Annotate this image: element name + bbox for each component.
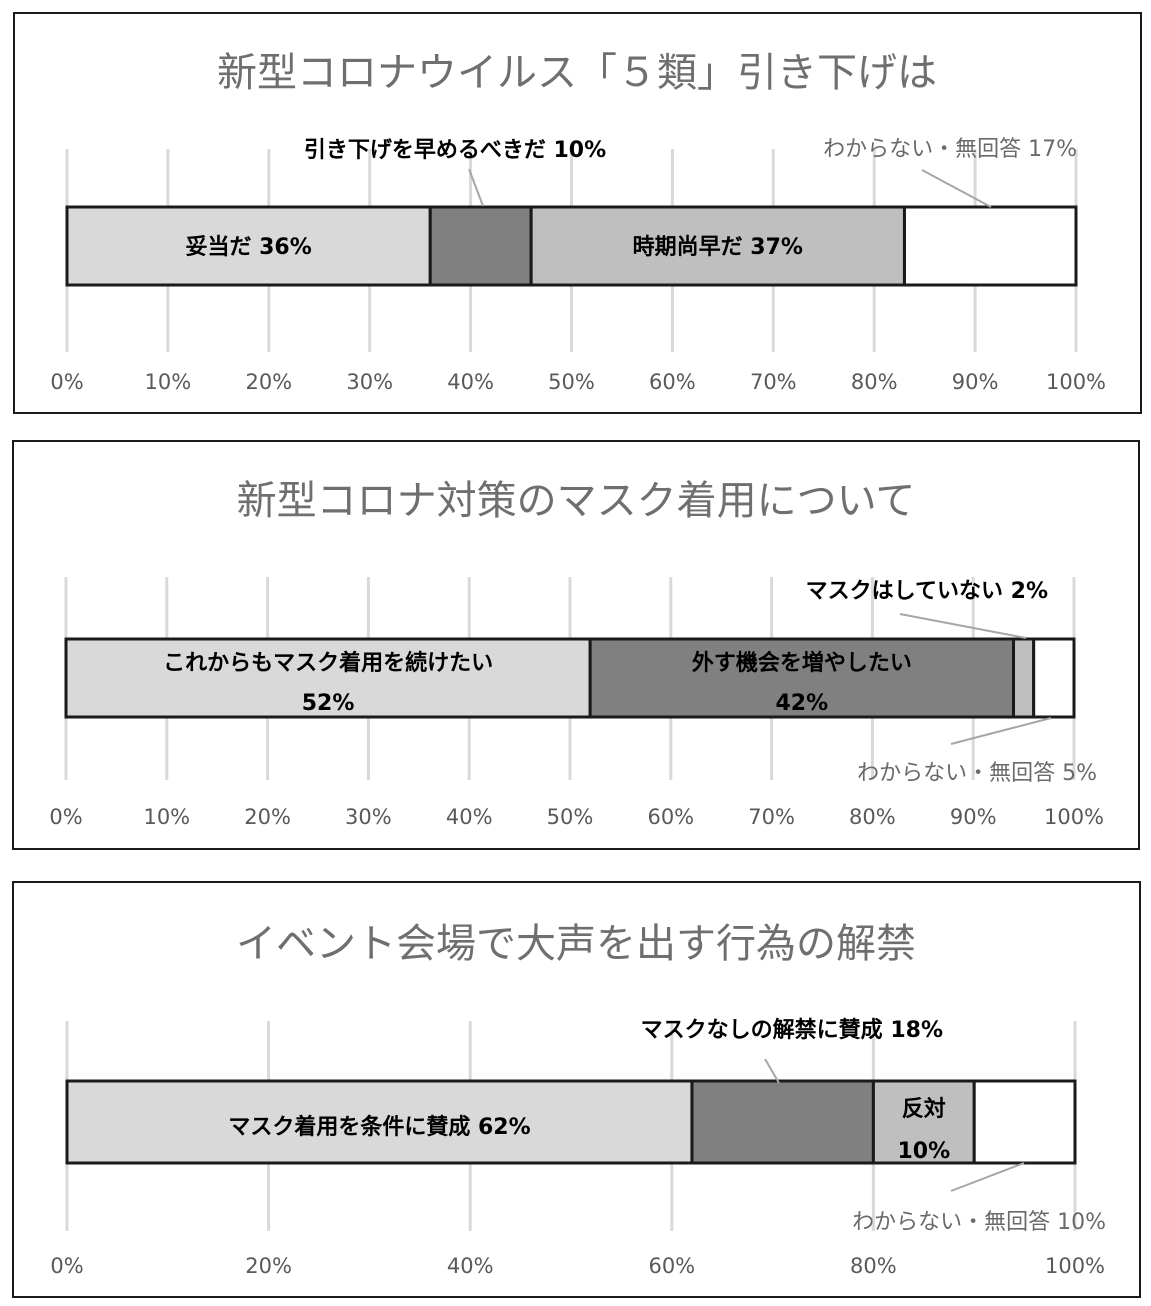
segment-label: 52% — [302, 691, 355, 716]
bar-segment — [588, 637, 1016, 719]
chart-title: 新型コロナウイルス「５類」引き下げは — [217, 50, 937, 96]
callout-label: マスクなしの解禁に賛成 18% — [641, 1017, 943, 1043]
bar-segment — [972, 1079, 1077, 1165]
chart-panel-2: 新型コロナ対策のマスク着用について 0% 10% 20% 30% 40% 50% 60% 70%… — [12, 440, 1140, 850]
callout-leader-line — [950, 717, 1052, 745]
segment-label: 42% — [776, 691, 829, 716]
bar-segment — [871, 1079, 976, 1165]
x-tick-label: 50% — [548, 370, 595, 394]
callout-label: わからない・無回答 17% — [823, 137, 1077, 162]
segment-label: 外す機会を増やしたい — [692, 650, 912, 676]
segment-label: これからもマスク着用を続けたい — [163, 650, 493, 676]
callout-label: わからない・無回答 10% — [852, 1210, 1106, 1235]
x-tick-label: 30% — [345, 805, 392, 829]
chart-panel-1: 新型コロナウイルス「５類」引き下げは 0% 10% 20% 30% 40% 50% 60% 70… — [13, 12, 1142, 414]
segment-label: 10% — [897, 1139, 950, 1164]
x-tick-label: 80% — [850, 1254, 897, 1278]
x-tick-label: 0% — [49, 805, 82, 829]
chart-title: イベント会場で大声を出す行為の解禁 — [236, 921, 916, 967]
chart-3-svg: イベント会場で大声を出す行為の解禁 0% 20% 40% 60% 80% 100% マスク着用… — [50, 921, 1106, 1278]
x-tick-label: 30% — [346, 370, 393, 394]
chart-1-svg: 新型コロナウイルス「５類」引き下げは 0% 10% 20% 30% 40% 50% 60% 70… — [50, 50, 1106, 394]
x-tick-label: 90% — [952, 370, 999, 394]
x-tick-label: 10% — [143, 805, 190, 829]
x-tick-label: 60% — [647, 805, 694, 829]
bar-segment — [65, 1079, 694, 1165]
callout-label: マスクはしていない 2% — [806, 579, 1048, 604]
chart-2-svg: 新型コロナ対策のマスク着用について 0% 10% 20% 30% 40% 50% 60% 70%… — [49, 478, 1104, 829]
x-tick-label: 20% — [244, 805, 291, 829]
bar-segment — [428, 205, 533, 287]
x-tick-label: 50% — [547, 805, 594, 829]
x-tick-label: 70% — [750, 370, 797, 394]
x-tick-label: 100% — [1044, 805, 1104, 829]
bar-segment — [65, 205, 432, 287]
callout-leader-line — [921, 169, 992, 208]
segment-label: 時期尚早だ 37% — [633, 235, 803, 260]
segment-label: マスク着用を条件に賛成 62% — [228, 1114, 530, 1140]
callout-leader-line — [764, 1058, 780, 1084]
x-tick-label: 40% — [447, 370, 494, 394]
x-tick-label: 0% — [50, 1254, 83, 1278]
bar-segment — [64, 637, 592, 719]
x-tick-label: 80% — [851, 370, 898, 394]
bar-segment — [690, 1079, 875, 1165]
bar-segment — [1012, 637, 1036, 719]
x-tick-label: 20% — [245, 1254, 292, 1278]
chart-title: 新型コロナ対策のマスク着用について — [237, 478, 916, 524]
x-tick-label: 60% — [648, 1254, 695, 1278]
x-tick-label: 80% — [849, 805, 896, 829]
x-tick-label: 40% — [446, 805, 493, 829]
chart-panel-3: イベント会場で大声を出す行為の解禁 0% 20% 40% 60% 80% 100% マスク着用… — [12, 881, 1141, 1298]
x-tick-label: 0% — [50, 370, 83, 394]
callout-leader-line — [468, 168, 484, 207]
callout-leader-line — [899, 613, 1027, 639]
x-tick-label: 100% — [1045, 1254, 1105, 1278]
bar-segment — [902, 205, 1078, 287]
x-tick-label: 100% — [1046, 370, 1106, 394]
x-tick-label: 20% — [245, 370, 292, 394]
callout-leader-line — [950, 1162, 1025, 1192]
bar-segment — [529, 205, 906, 287]
segment-label: 妥当だ 36% — [185, 235, 311, 260]
callout-label: わからない・無回答 5% — [857, 761, 1097, 786]
callout-label: 引き下げを早めるべきだ 10% — [304, 138, 606, 163]
x-tick-label: 40% — [447, 1254, 494, 1278]
bar-segment — [1032, 637, 1076, 719]
x-tick-label: 10% — [145, 370, 192, 394]
segment-label: 反対 — [902, 1097, 946, 1122]
x-tick-label: 60% — [649, 370, 696, 394]
x-tick-label: 90% — [950, 805, 997, 829]
x-tick-label: 70% — [748, 805, 795, 829]
